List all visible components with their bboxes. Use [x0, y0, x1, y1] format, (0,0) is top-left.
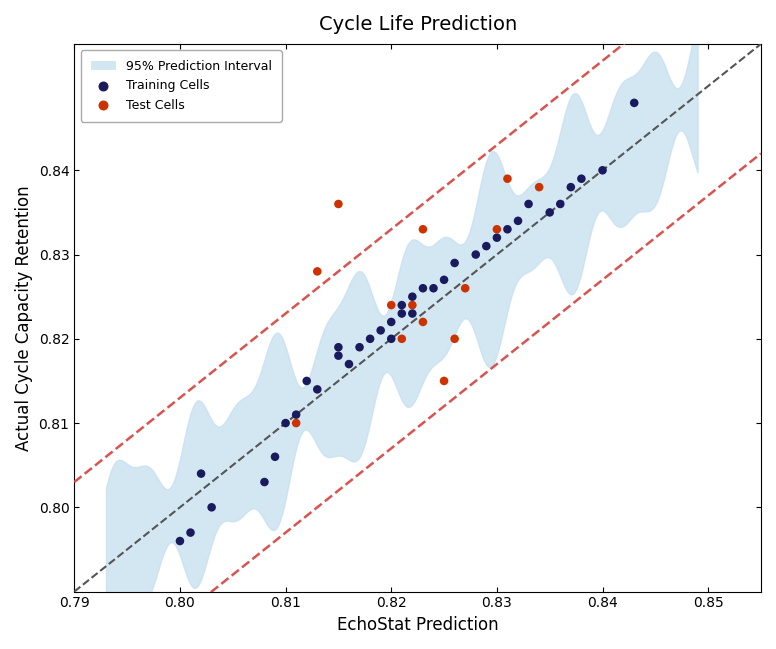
Test Cells	[290, 418, 303, 428]
Training Cells	[258, 477, 271, 487]
Training Cells	[490, 232, 503, 243]
X-axis label: EchoStat Prediction: EchoStat Prediction	[337, 616, 498, 634]
Training Cells	[206, 502, 218, 513]
Training Cells	[311, 384, 324, 395]
Test Cells	[459, 283, 471, 293]
Training Cells	[290, 410, 303, 420]
Training Cells	[575, 173, 587, 184]
Training Cells	[268, 452, 281, 462]
Training Cells	[480, 241, 493, 251]
Training Cells	[385, 334, 397, 344]
Legend: 95% Prediction Interval, Training Cells, Test Cells: 95% Prediction Interval, Training Cells,…	[81, 50, 282, 121]
Test Cells	[417, 317, 429, 327]
Title: Cycle Life Prediction: Cycle Life Prediction	[318, 15, 517, 34]
Training Cells	[469, 249, 482, 260]
Test Cells	[332, 199, 345, 209]
Training Cells	[438, 275, 450, 285]
Training Cells	[417, 283, 429, 293]
Training Cells	[332, 350, 345, 361]
Training Cells	[428, 283, 440, 293]
Test Cells	[449, 334, 461, 344]
Y-axis label: Actual Cycle Capacity Retention: Actual Cycle Capacity Retention	[15, 185, 33, 450]
Training Cells	[512, 215, 525, 226]
Training Cells	[406, 308, 418, 319]
Training Cells	[375, 325, 387, 336]
Training Cells	[554, 199, 566, 209]
Training Cells	[628, 98, 640, 108]
Training Cells	[279, 418, 292, 428]
Test Cells	[406, 300, 418, 310]
Training Cells	[396, 300, 408, 310]
Training Cells	[522, 199, 535, 209]
Training Cells	[300, 376, 313, 386]
Test Cells	[533, 182, 546, 192]
Training Cells	[174, 536, 186, 546]
Training Cells	[364, 334, 376, 344]
Test Cells	[396, 334, 408, 344]
Test Cells	[490, 224, 503, 234]
Training Cells	[596, 165, 608, 175]
Training Cells	[343, 359, 355, 369]
Training Cells	[353, 342, 365, 352]
Training Cells	[501, 224, 514, 234]
Training Cells	[543, 207, 556, 217]
Training Cells	[332, 342, 345, 352]
Training Cells	[449, 258, 461, 268]
Test Cells	[385, 300, 397, 310]
Test Cells	[311, 266, 324, 276]
Test Cells	[438, 376, 450, 386]
Training Cells	[385, 317, 397, 327]
Training Cells	[565, 182, 577, 192]
Training Cells	[406, 291, 418, 302]
Training Cells	[396, 308, 408, 319]
Training Cells	[195, 469, 207, 479]
Test Cells	[417, 224, 429, 234]
Training Cells	[184, 528, 196, 538]
Test Cells	[501, 173, 514, 184]
